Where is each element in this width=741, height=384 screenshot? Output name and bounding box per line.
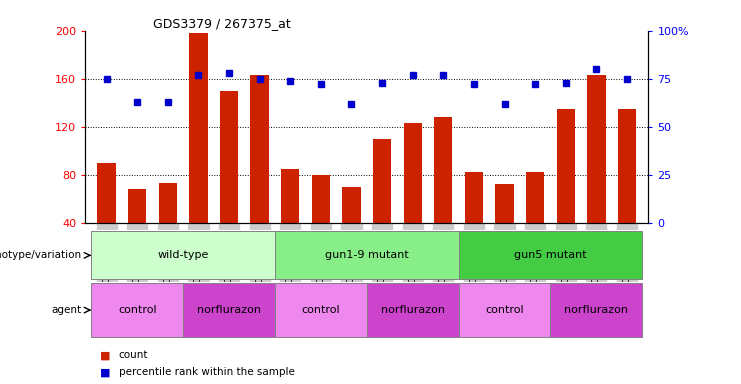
Text: wild-type: wild-type	[158, 250, 209, 260]
Bar	[465, 172, 483, 223]
Bar	[91, 232, 275, 279]
Text: genotype/variation: genotype/variation	[0, 250, 82, 260]
Bar	[91, 283, 183, 337]
Bar	[312, 175, 330, 223]
Text: control: control	[118, 305, 156, 315]
Bar	[587, 75, 605, 223]
Bar	[342, 187, 361, 223]
Bar	[459, 283, 551, 337]
Text: ■: ■	[100, 367, 110, 377]
Bar	[495, 184, 514, 223]
Bar	[183, 283, 275, 337]
Bar	[250, 75, 269, 223]
Bar	[367, 283, 459, 337]
Text: control: control	[485, 305, 524, 315]
Bar	[159, 183, 177, 223]
Text: control: control	[302, 305, 340, 315]
Bar	[220, 91, 239, 223]
Text: agent: agent	[51, 305, 82, 315]
Text: norflurazon: norflurazon	[565, 305, 628, 315]
Text: norflurazon: norflurazon	[381, 305, 445, 315]
Bar	[128, 189, 147, 223]
Bar	[434, 117, 453, 223]
Bar	[373, 139, 391, 223]
Bar	[551, 283, 642, 337]
Bar	[275, 232, 459, 279]
Bar	[275, 283, 367, 337]
Text: norflurazon: norflurazon	[197, 305, 261, 315]
Text: count: count	[119, 350, 148, 360]
Bar	[556, 109, 575, 223]
Text: percentile rank within the sample: percentile rank within the sample	[119, 367, 294, 377]
Text: ■: ■	[100, 350, 110, 360]
Text: GDS3379 / 267375_at: GDS3379 / 267375_at	[153, 17, 290, 30]
Text: gun1-9 mutant: gun1-9 mutant	[325, 250, 409, 260]
Bar	[526, 172, 545, 223]
Bar	[281, 169, 299, 223]
Bar	[618, 109, 636, 223]
Text: gun5 mutant: gun5 mutant	[514, 250, 587, 260]
Bar	[459, 232, 642, 279]
Bar	[98, 163, 116, 223]
Bar	[404, 123, 422, 223]
Bar	[189, 33, 207, 223]
